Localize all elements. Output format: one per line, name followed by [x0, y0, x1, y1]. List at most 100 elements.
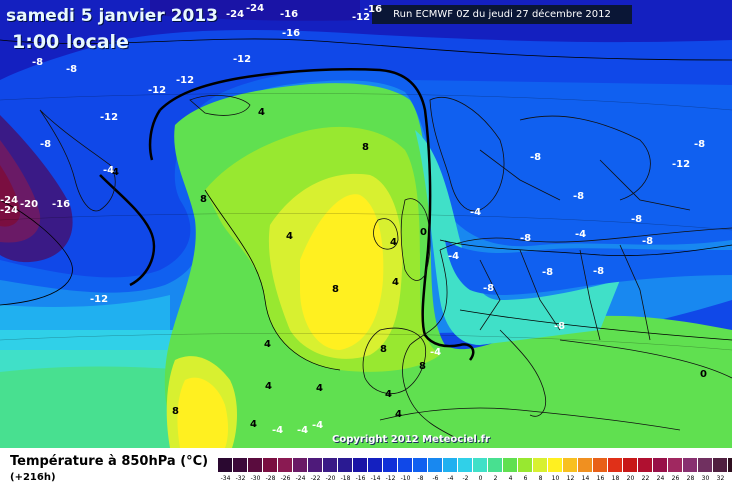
scale-swatch: [728, 458, 732, 472]
isotherm-label: -8: [593, 266, 605, 277]
isotherm-label: 4: [258, 107, 265, 118]
scale-tick-label: -4: [447, 475, 454, 482]
scale-tick-label: -22: [310, 475, 321, 482]
isotherm-label: -4: [272, 425, 284, 436]
scale-swatch: [638, 458, 653, 472]
isotherm-label: -4: [103, 165, 115, 176]
scale-swatch: [323, 458, 338, 472]
isotherm-label: 8: [200, 194, 207, 205]
scale-tick-label: 16: [596, 475, 605, 482]
scale-swatch: [308, 458, 323, 472]
isotherm-label: -24: [246, 3, 265, 14]
scale-tick-label: 4: [508, 475, 513, 482]
scale-swatch: [668, 458, 683, 472]
isotherm-label: -4: [448, 251, 460, 262]
scale-swatch: [383, 458, 398, 472]
scale-tick-label: 34: [728, 475, 732, 482]
isotherm-label: -12: [90, 294, 109, 305]
scale-tick-label: 28: [686, 475, 695, 482]
color-scale-ticks: -34 -32 -30 -28 -26 -24 -22 -20 -18 -16 -14 -12 -10-…: [218, 475, 732, 482]
scale-swatch: [653, 458, 668, 472]
scale-tick-label: -20: [325, 475, 336, 482]
scale-swatch: [458, 458, 473, 472]
coastlines: [39, 95, 732, 441]
isotherm-label: 4: [250, 419, 257, 430]
scale-tick-label: 20: [626, 475, 635, 482]
scale-tick-label: -26: [280, 475, 291, 482]
isotherm-label: -8: [40, 139, 52, 150]
scale-tick-label: -6: [432, 475, 439, 482]
scale-swatch: [713, 458, 728, 472]
scale-swatch: [368, 458, 383, 472]
isotherm-label: 4: [316, 383, 323, 394]
isotherm-label: 0: [700, 369, 707, 380]
scale-swatch: [548, 458, 563, 472]
scale-swatch: [233, 458, 248, 472]
scale-tick-label: -2: [462, 475, 469, 482]
scale-swatch: [578, 458, 593, 472]
map-date: samedi 5 janvier 2013: [6, 6, 218, 26]
isotherm-label: -16: [52, 199, 71, 210]
map-canvas: [0, 0, 732, 448]
isotherm-label: -12: [672, 159, 691, 170]
isotherm-label: -12: [148, 85, 167, 96]
isotherm-label: -8: [542, 267, 554, 278]
scale-swatch: [473, 458, 488, 472]
scale-tick-label: -8: [417, 475, 424, 482]
scale-tick-label: 14: [581, 475, 590, 482]
isotherm-label: 4: [385, 389, 392, 400]
scale-swatch: [338, 458, 353, 472]
scale-swatch: [608, 458, 623, 472]
isotherm-label: -8: [694, 139, 706, 150]
legend: Température à 850hPa (°C) (+216h) -34 -32…: [0, 448, 732, 488]
isotherm-label: 4: [286, 231, 293, 242]
scale-swatch: [278, 458, 293, 472]
scale-swatch: [428, 458, 443, 472]
scale-swatch: [563, 458, 578, 472]
isotherm-label: 4: [112, 167, 119, 178]
isotherm-label: -8: [520, 233, 532, 244]
scale-tick-label: 22: [641, 475, 650, 482]
isotherm-label: -4: [297, 425, 309, 436]
isotherm-label: -8: [573, 191, 585, 202]
scale-swatch: [263, 458, 278, 472]
scale-swatch: [443, 458, 458, 472]
scale-tick-label: 26: [671, 475, 680, 482]
isotherm-label: -24: [0, 195, 19, 206]
legend-title: Température à 850hPa (°C): [10, 454, 209, 469]
isotherm-label: -8: [32, 57, 44, 68]
scale-swatch: [623, 458, 638, 472]
scale-swatch: [533, 458, 548, 472]
scale-tick-label: 30: [701, 475, 710, 482]
isotherm-label: -24: [226, 9, 245, 20]
scale-tick-label: 10: [551, 475, 560, 482]
isotherm-label: 4: [392, 277, 399, 288]
isotherm-label: -4: [312, 420, 324, 431]
scale-swatch: [398, 458, 413, 472]
scale-tick-label: -14: [370, 475, 381, 482]
scale-tick-label: -24: [295, 475, 306, 482]
scale-tick-label: -10: [400, 475, 411, 482]
scale-swatch: [518, 458, 533, 472]
isotherm-label: -24: [0, 205, 19, 216]
isotherm-label: -8: [483, 283, 495, 294]
scale-tick-label: 6: [523, 475, 528, 482]
isotherm-label: 0: [420, 227, 427, 238]
scale-tick-label: 32: [716, 475, 725, 482]
scale-tick-label: 12: [566, 475, 575, 482]
scale-tick-label: 24: [656, 475, 665, 482]
isotherm-label: -20: [20, 199, 39, 210]
isotherm-label: -8: [554, 321, 566, 332]
isotherm-label: 4: [265, 381, 272, 392]
isotherm-label: -12: [233, 54, 252, 65]
isotherm-label: -12: [100, 112, 119, 123]
scale-tick-label: 8: [538, 475, 543, 482]
scale-tick-label: -32: [235, 475, 246, 482]
isotherm-label: 4: [390, 237, 397, 248]
scale-tick-label: -28: [265, 475, 276, 482]
scale-swatch: [593, 458, 608, 472]
scale-swatch: [683, 458, 698, 472]
color-scale: [218, 458, 732, 472]
scale-swatch: [248, 458, 263, 472]
scale-swatch: [293, 458, 308, 472]
